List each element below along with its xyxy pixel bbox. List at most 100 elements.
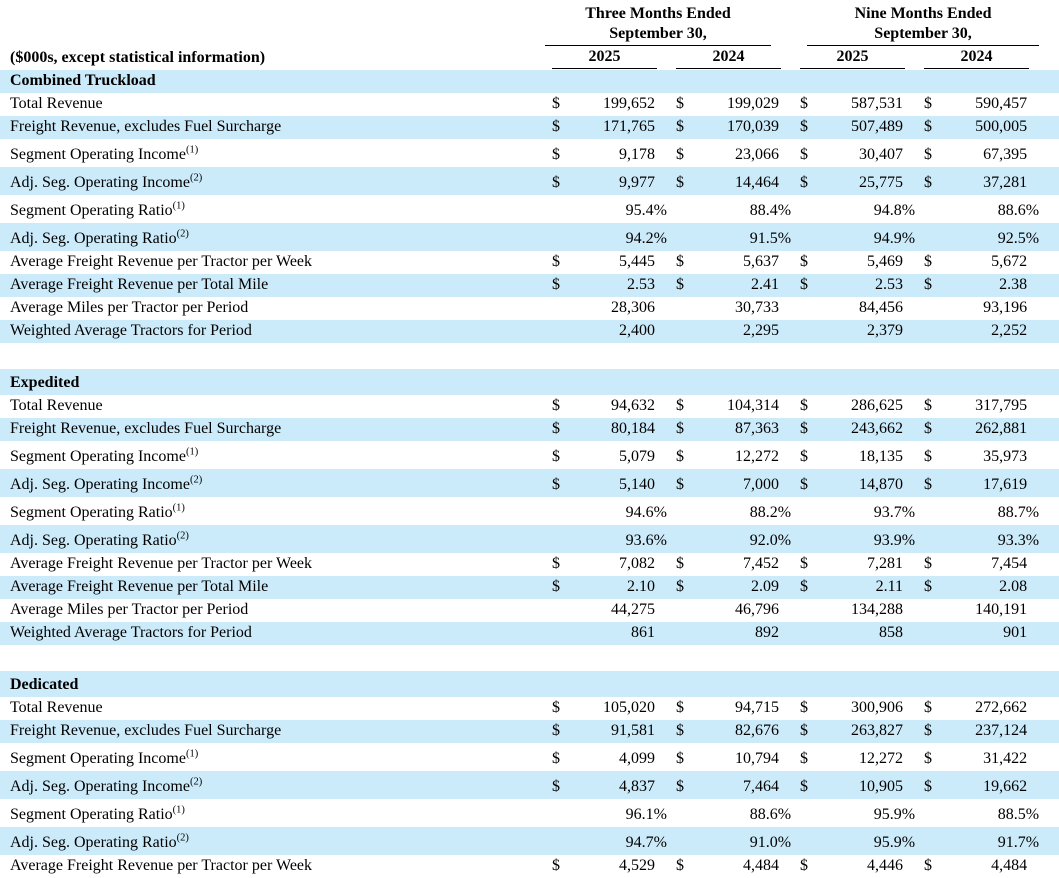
currency-cell: $ (924, 555, 933, 573)
value-cell: 93,196 (983, 299, 1028, 317)
value-cell: 35,973 (983, 448, 1028, 466)
table-row: Adj. Seg. Operating Ratio(2) 94.7% 91.0%… (0, 827, 1059, 855)
currency-cell: $ (800, 95, 809, 113)
table-row: Adj. Seg. Operating Income(2) $ 4,837 $ … (0, 771, 1059, 799)
value-cell: 5,637 (743, 253, 780, 271)
currency-cell: $ (800, 578, 809, 596)
value-cell: 4,837 (619, 778, 655, 796)
currency-cell: $ (924, 722, 933, 740)
value-cell: 171,765 (603, 118, 655, 136)
currency-cell: $ (924, 276, 933, 294)
currency-cell (917, 599, 941, 622)
value-cell: 263,827 (851, 722, 904, 740)
value-cell: 88.6% (997, 202, 1040, 220)
value-cell: 88.6% (749, 806, 792, 824)
row-footnote-ref: (2) (189, 776, 203, 788)
table-row: Average Freight Revenue per Total Mile $… (0, 576, 1059, 599)
value-cell: 170,039 (727, 118, 780, 136)
row-label: Average Freight Revenue per Total Mile (10, 276, 269, 294)
value-cell: 587,531 (851, 95, 904, 113)
row-label: Adj. Seg. Operating Income (10, 476, 190, 494)
table-row: Average Freight Revenue per Tractor per … (0, 553, 1059, 576)
row-filler (1041, 297, 1059, 320)
table-row: Total Revenue $ 105,020 $ 94,715 $ 300,9… (0, 697, 1059, 720)
currency-cell: $ (552, 448, 560, 466)
currency-cell (545, 223, 569, 251)
value-cell: 88.4% (749, 202, 792, 220)
currency-cell: $ (924, 397, 933, 415)
header-filler (1041, 0, 1059, 46)
row-label: Average Freight Revenue per Total Mile (10, 578, 269, 596)
section-header: Combined Truckload (10, 72, 156, 90)
value-cell: 44,275 (611, 601, 655, 619)
currency-cell: $ (552, 750, 560, 768)
row-filler (1041, 771, 1059, 799)
currency-cell: $ (676, 722, 684, 740)
currency-cell: $ (552, 118, 560, 136)
value-cell: 96.1% (625, 806, 667, 824)
value-cell: 104,314 (727, 397, 780, 415)
currency-cell: $ (800, 276, 809, 294)
row-label: Weighted Average Tractors for Period (10, 624, 252, 642)
currency-cell: $ (800, 397, 809, 415)
section-spacer-row (0, 645, 1059, 671)
currency-cell (793, 799, 817, 827)
row-filler (1041, 223, 1059, 251)
currency-cell (669, 599, 693, 622)
row-label: Freight Revenue, excludes Fuel Surcharge (10, 420, 282, 438)
value-cell: 901 (1003, 624, 1028, 642)
value-cell: 7,454 (991, 555, 1028, 573)
currency-cell: $ (924, 578, 933, 596)
currency-cell: $ (552, 174, 560, 192)
value-cell: 7,452 (743, 555, 780, 573)
value-cell: 140,191 (975, 601, 1028, 619)
value-cell: 95.4% (625, 202, 667, 220)
currency-cell (793, 320, 817, 343)
currency-cell: $ (552, 420, 560, 438)
row-label: Total Revenue (10, 397, 103, 415)
value-cell: 5,469 (867, 253, 904, 271)
currency-cell: $ (800, 146, 809, 164)
value-cell: 95.9% (873, 806, 916, 824)
value-cell: 93.6% (625, 532, 667, 550)
table-row: Adj. Seg. Operating Income(2) $ 9,977 $ … (0, 167, 1059, 195)
value-cell: 14,464 (735, 174, 780, 192)
row-label: Adj. Seg. Operating Ratio (10, 532, 177, 550)
header-filler (1041, 46, 1059, 70)
value-cell: 12,272 (859, 750, 904, 768)
value-cell: 7,464 (743, 778, 780, 796)
currency-cell (917, 799, 941, 827)
currency-cell (917, 320, 941, 343)
currency-cell (545, 297, 569, 320)
value-cell: 92.0% (749, 532, 792, 550)
currency-cell (793, 297, 817, 320)
value-cell: 4,446 (867, 857, 904, 875)
value-cell: 2.41 (751, 276, 780, 294)
currency-cell: $ (676, 857, 684, 875)
currency-cell (669, 827, 693, 855)
value-cell: 4,099 (619, 750, 655, 768)
currency-cell (545, 599, 569, 622)
value-cell: 95.9% (873, 834, 916, 852)
currency-cell: $ (924, 174, 933, 192)
value-cell: 93.9% (873, 532, 916, 550)
row-label: Adj. Seg. Operating Income (10, 174, 190, 192)
currency-cell (669, 223, 693, 251)
currency-cell (669, 195, 693, 223)
value-cell: 92.5% (997, 230, 1040, 248)
value-cell: 317,795 (975, 397, 1028, 415)
currency-cell: $ (924, 420, 933, 438)
currency-cell: $ (924, 857, 933, 875)
row-filler (1041, 720, 1059, 743)
value-cell: 88.5% (997, 806, 1040, 824)
value-cell: 94,632 (611, 397, 655, 415)
row-label: Segment Operating Ratio (10, 504, 173, 522)
three-months-subtitle: September 30, (609, 25, 707, 42)
section-header-row: Expedited (0, 369, 1059, 395)
value-cell: 300,906 (851, 699, 904, 717)
value-cell: 9,977 (619, 174, 655, 192)
value-cell: 5,079 (619, 448, 655, 466)
value-cell: 861 (631, 624, 655, 642)
value-cell: 243,662 (851, 420, 904, 438)
